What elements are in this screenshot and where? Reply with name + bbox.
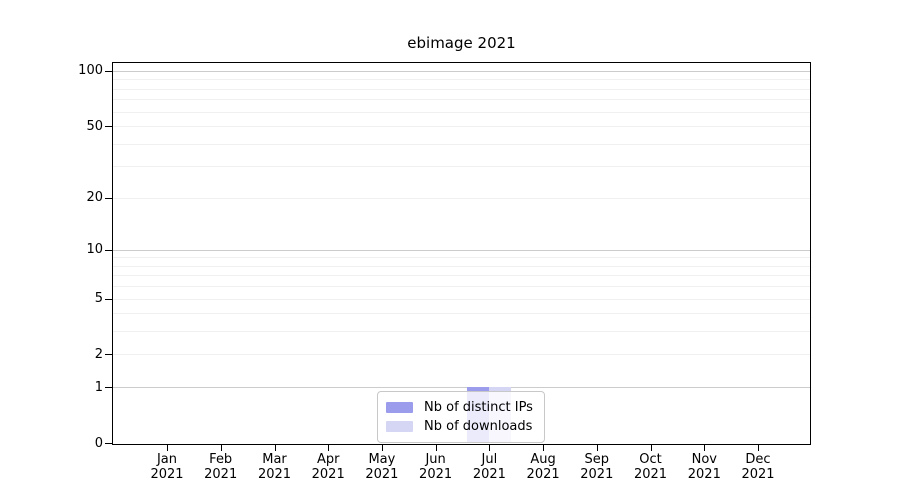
y-tick-label: 50 bbox=[86, 118, 103, 134]
gridline-minor bbox=[113, 166, 810, 168]
x-tick-label-month: Sep bbox=[584, 452, 610, 467]
y-tick-mark bbox=[105, 197, 112, 199]
x-tick-label-month: Oct bbox=[639, 452, 662, 467]
x-tick-label-month: Mar bbox=[262, 452, 287, 467]
x-tick-mark bbox=[167, 445, 168, 451]
x-tick-label-year: 2021 bbox=[741, 467, 775, 482]
y-tick-mark bbox=[105, 443, 112, 444]
legend-item-downloads: Nb of downloads bbox=[378, 418, 544, 435]
legend-swatch-distinct-ips bbox=[386, 402, 413, 413]
x-tick-label-month: Jan bbox=[156, 452, 178, 467]
x-tick-label-month: Aug bbox=[530, 452, 556, 467]
y-tick-mark bbox=[105, 354, 112, 356]
y-tick-label: 1 bbox=[94, 379, 103, 395]
gridline-minor bbox=[113, 275, 810, 277]
chart-title: ebimage 2021 bbox=[407, 34, 516, 52]
y-tick-label: 100 bbox=[78, 63, 103, 79]
x-tick-label-month: Jun bbox=[425, 452, 446, 467]
x-tick-mark bbox=[435, 445, 437, 451]
gridline-major bbox=[113, 387, 810, 389]
gridline-major bbox=[113, 70, 810, 72]
y-tick-label: 20 bbox=[86, 190, 103, 206]
x-tick-mark bbox=[489, 445, 491, 451]
x-tick-mark bbox=[758, 445, 759, 451]
x-tick-label-year: 2021 bbox=[633, 467, 668, 482]
x-tick-label-year: 2021 bbox=[580, 467, 614, 482]
x-tick-mark bbox=[274, 445, 276, 451]
x-tick-label-month: Nov bbox=[691, 452, 717, 467]
gridline-minor bbox=[113, 265, 810, 267]
gridline-minor bbox=[113, 126, 810, 127]
x-tick-label-year: 2021 bbox=[419, 467, 453, 482]
x-tick-mark bbox=[596, 445, 598, 451]
gridline-minor bbox=[113, 313, 810, 315]
x-tick-label-month: Jul bbox=[481, 452, 498, 467]
y-tick-label: 10 bbox=[86, 242, 103, 258]
x-tick-label-month: May bbox=[368, 452, 396, 467]
gridline-major bbox=[113, 249, 810, 251]
y-tick-label: 0 bbox=[94, 435, 103, 451]
legend: Nb of distinct IPs Nb of downloads bbox=[377, 391, 545, 443]
x-tick-label-month: Apr bbox=[316, 452, 340, 467]
y-tick-mark bbox=[105, 298, 112, 300]
x-tick-label-month: Feb bbox=[209, 452, 233, 467]
gridline-minor bbox=[113, 143, 810, 145]
x-tick-label-year: 2021 bbox=[472, 467, 506, 482]
legend-swatch-downloads bbox=[386, 421, 413, 432]
gridline-minor bbox=[113, 286, 810, 288]
gridline-minor bbox=[113, 354, 810, 356]
x-tick-mark bbox=[220, 445, 222, 451]
y-tick-label: 2 bbox=[94, 346, 103, 362]
x-tick-mark bbox=[704, 445, 706, 451]
y-tick-mark bbox=[105, 70, 112, 72]
gridline-minor bbox=[113, 197, 810, 199]
gridline-minor bbox=[113, 88, 810, 90]
x-tick-label-year: 2021 bbox=[687, 467, 721, 482]
x-tick-mark bbox=[543, 445, 545, 451]
legend-label-distinct-ips: Nb of distinct IPs bbox=[424, 400, 533, 415]
x-tick-label-year: 2021 bbox=[365, 467, 399, 482]
x-tick-label-month: Dec bbox=[745, 452, 771, 467]
gridline-minor bbox=[113, 99, 810, 101]
gridline-minor bbox=[113, 298, 810, 300]
gridline-minor bbox=[113, 111, 810, 113]
gridline-minor bbox=[113, 79, 810, 81]
y-tick-mark bbox=[105, 126, 112, 127]
x-tick-mark bbox=[381, 445, 383, 451]
x-tick-mark bbox=[650, 445, 652, 451]
y-tick-mark bbox=[105, 387, 112, 389]
legend-label-downloads: Nb of downloads bbox=[424, 419, 533, 434]
y-tick-mark bbox=[105, 249, 112, 251]
y-tick-label: 5 bbox=[94, 291, 103, 307]
x-tick-label-year: 2021 bbox=[526, 467, 560, 482]
x-tick-label-year: 2021 bbox=[257, 467, 292, 482]
x-tick-label-year: 2021 bbox=[311, 467, 345, 482]
x-tick-label-year: 2021 bbox=[204, 467, 238, 482]
x-tick-mark bbox=[328, 445, 330, 451]
x-tick-label-year: 2021 bbox=[150, 467, 184, 482]
gridline-minor bbox=[113, 257, 810, 259]
legend-item-distinct-ips: Nb of distinct IPs bbox=[378, 399, 544, 416]
gridline-minor bbox=[113, 331, 810, 333]
